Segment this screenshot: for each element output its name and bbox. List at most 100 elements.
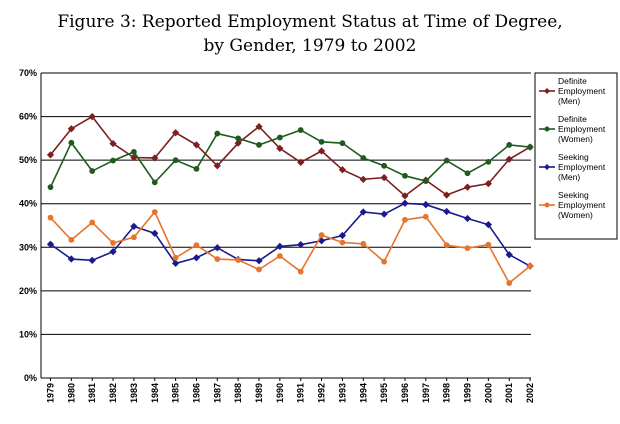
data-point bbox=[46, 151, 55, 159]
data-point bbox=[47, 214, 54, 221]
data-point bbox=[68, 236, 75, 243]
legend-label: Definite bbox=[558, 114, 587, 124]
series-line bbox=[49, 210, 531, 285]
data-point bbox=[88, 112, 96, 121]
y-tick-label: 30% bbox=[19, 242, 37, 252]
data-point bbox=[464, 245, 471, 252]
data-point bbox=[464, 170, 471, 177]
data-point bbox=[214, 130, 221, 137]
data-point bbox=[89, 219, 96, 226]
legend-swatch-marker bbox=[544, 164, 550, 170]
y-tick-label: 0% bbox=[24, 373, 37, 383]
data-point bbox=[338, 231, 347, 240]
data-point bbox=[527, 144, 533, 150]
data-point bbox=[68, 139, 75, 146]
legend-label: Definite bbox=[558, 76, 587, 86]
data-point bbox=[256, 141, 262, 148]
data-point bbox=[131, 234, 137, 241]
data-point bbox=[213, 162, 221, 170]
data-point bbox=[131, 148, 137, 155]
chart-title-line-2: by Gender, 1979 to 2002 bbox=[203, 36, 417, 56]
data-point bbox=[318, 232, 325, 238]
x-tick-label: 1997 bbox=[421, 383, 431, 403]
data-point bbox=[214, 256, 221, 262]
data-point bbox=[255, 122, 263, 131]
data-point bbox=[484, 180, 492, 188]
data-point bbox=[276, 253, 283, 259]
data-point bbox=[402, 216, 408, 223]
data-point bbox=[380, 173, 388, 182]
x-tick-label: 1991 bbox=[296, 383, 306, 403]
data-point bbox=[463, 214, 472, 223]
chart-title-line-1: Figure 3: Reported Employment Status at … bbox=[57, 12, 563, 32]
data-point bbox=[318, 138, 325, 145]
legend-label: Employment bbox=[558, 200, 606, 210]
x-tick-label: 1992 bbox=[317, 383, 327, 403]
x-tick-label: 1979 bbox=[46, 383, 56, 403]
data-point bbox=[402, 172, 408, 179]
series-line bbox=[49, 115, 531, 197]
data-point bbox=[401, 192, 409, 200]
data-point bbox=[234, 139, 242, 147]
data-point bbox=[506, 280, 513, 286]
x-tick-label: 1990 bbox=[275, 383, 285, 403]
series-line bbox=[50, 202, 531, 267]
y-tick-label: 70% bbox=[19, 68, 37, 78]
data-point bbox=[297, 158, 305, 166]
data-point bbox=[505, 155, 513, 163]
x-tick-label: 1998 bbox=[442, 383, 452, 403]
data-point bbox=[130, 222, 138, 230]
data-point bbox=[151, 154, 159, 162]
data-point bbox=[505, 251, 513, 259]
legend-swatch-marker bbox=[544, 88, 550, 94]
x-tick-label: 1980 bbox=[66, 383, 76, 403]
data-point bbox=[172, 157, 179, 164]
data-point bbox=[151, 229, 159, 237]
data-point bbox=[339, 140, 346, 147]
data-point bbox=[359, 175, 367, 183]
data-point bbox=[338, 166, 347, 174]
legend-label: Employment bbox=[558, 86, 606, 96]
data-point bbox=[193, 242, 200, 249]
x-tick-label: 2000 bbox=[483, 383, 493, 403]
x-tick-label: 1982 bbox=[108, 383, 118, 403]
legend-label: (Men) bbox=[558, 96, 580, 106]
data-point bbox=[485, 241, 492, 248]
x-tick-label: 1994 bbox=[358, 383, 368, 403]
data-point bbox=[110, 157, 116, 164]
data-point bbox=[172, 254, 179, 261]
x-tick-label: 1996 bbox=[400, 383, 410, 403]
legend-label: Seeking bbox=[558, 190, 589, 200]
legend-label: Employment bbox=[558, 124, 606, 134]
data-point bbox=[422, 213, 429, 220]
legend-box bbox=[534, 72, 618, 240]
data-point bbox=[484, 221, 492, 229]
data-point bbox=[339, 239, 346, 246]
data-point bbox=[110, 240, 116, 246]
x-tick-label: 2001 bbox=[504, 383, 514, 403]
x-tick-label: 1989 bbox=[254, 383, 264, 403]
data-point bbox=[130, 153, 138, 162]
legend-swatch-marker bbox=[544, 126, 550, 132]
data-point bbox=[297, 241, 305, 249]
data-point bbox=[171, 259, 180, 268]
data-point bbox=[443, 242, 450, 249]
legend-label: (Women) bbox=[558, 210, 593, 220]
series-line bbox=[49, 129, 531, 188]
data-point bbox=[380, 210, 388, 218]
y-tick-label: 10% bbox=[19, 329, 37, 339]
data-point bbox=[276, 144, 284, 153]
data-point bbox=[317, 147, 326, 155]
x-tick-label: 1988 bbox=[233, 383, 243, 403]
legend-label: Employment bbox=[558, 162, 606, 172]
y-tick-label: 60% bbox=[19, 112, 37, 122]
data-point bbox=[360, 240, 367, 247]
x-tick-label: 1999 bbox=[463, 383, 473, 403]
data-point bbox=[506, 141, 513, 148]
data-point bbox=[463, 183, 472, 191]
data-point bbox=[401, 199, 409, 207]
y-tick-label: 20% bbox=[19, 286, 37, 296]
data-point bbox=[485, 158, 492, 165]
